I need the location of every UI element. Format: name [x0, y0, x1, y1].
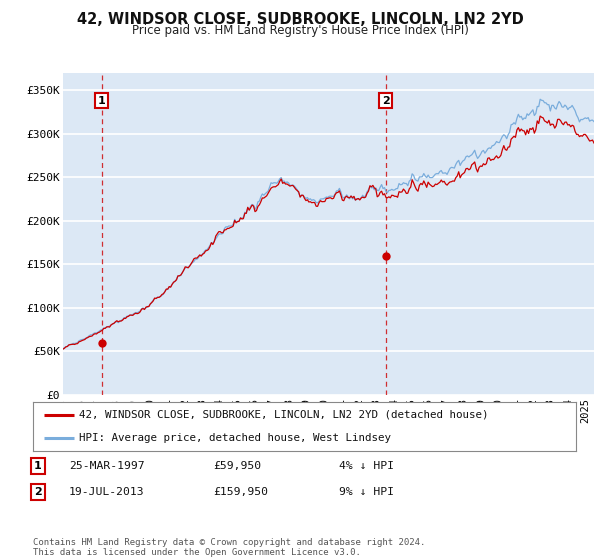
Text: 1: 1	[98, 96, 106, 106]
Text: Price paid vs. HM Land Registry's House Price Index (HPI): Price paid vs. HM Land Registry's House …	[131, 24, 469, 37]
Text: £59,950: £59,950	[213, 461, 261, 471]
Text: 19-JUL-2013: 19-JUL-2013	[69, 487, 145, 497]
Text: 9% ↓ HPI: 9% ↓ HPI	[339, 487, 394, 497]
Text: 2: 2	[34, 487, 41, 497]
Text: 42, WINDSOR CLOSE, SUDBROOKE, LINCOLN, LN2 2YD (detached house): 42, WINDSOR CLOSE, SUDBROOKE, LINCOLN, L…	[79, 410, 488, 420]
Text: Contains HM Land Registry data © Crown copyright and database right 2024.
This d: Contains HM Land Registry data © Crown c…	[33, 538, 425, 557]
Text: 4% ↓ HPI: 4% ↓ HPI	[339, 461, 394, 471]
Text: 2: 2	[382, 96, 389, 106]
Text: 1: 1	[34, 461, 41, 471]
Text: £159,950: £159,950	[213, 487, 268, 497]
Text: 42, WINDSOR CLOSE, SUDBROOKE, LINCOLN, LN2 2YD: 42, WINDSOR CLOSE, SUDBROOKE, LINCOLN, L…	[77, 12, 523, 27]
Text: HPI: Average price, detached house, West Lindsey: HPI: Average price, detached house, West…	[79, 433, 391, 444]
Text: 25-MAR-1997: 25-MAR-1997	[69, 461, 145, 471]
